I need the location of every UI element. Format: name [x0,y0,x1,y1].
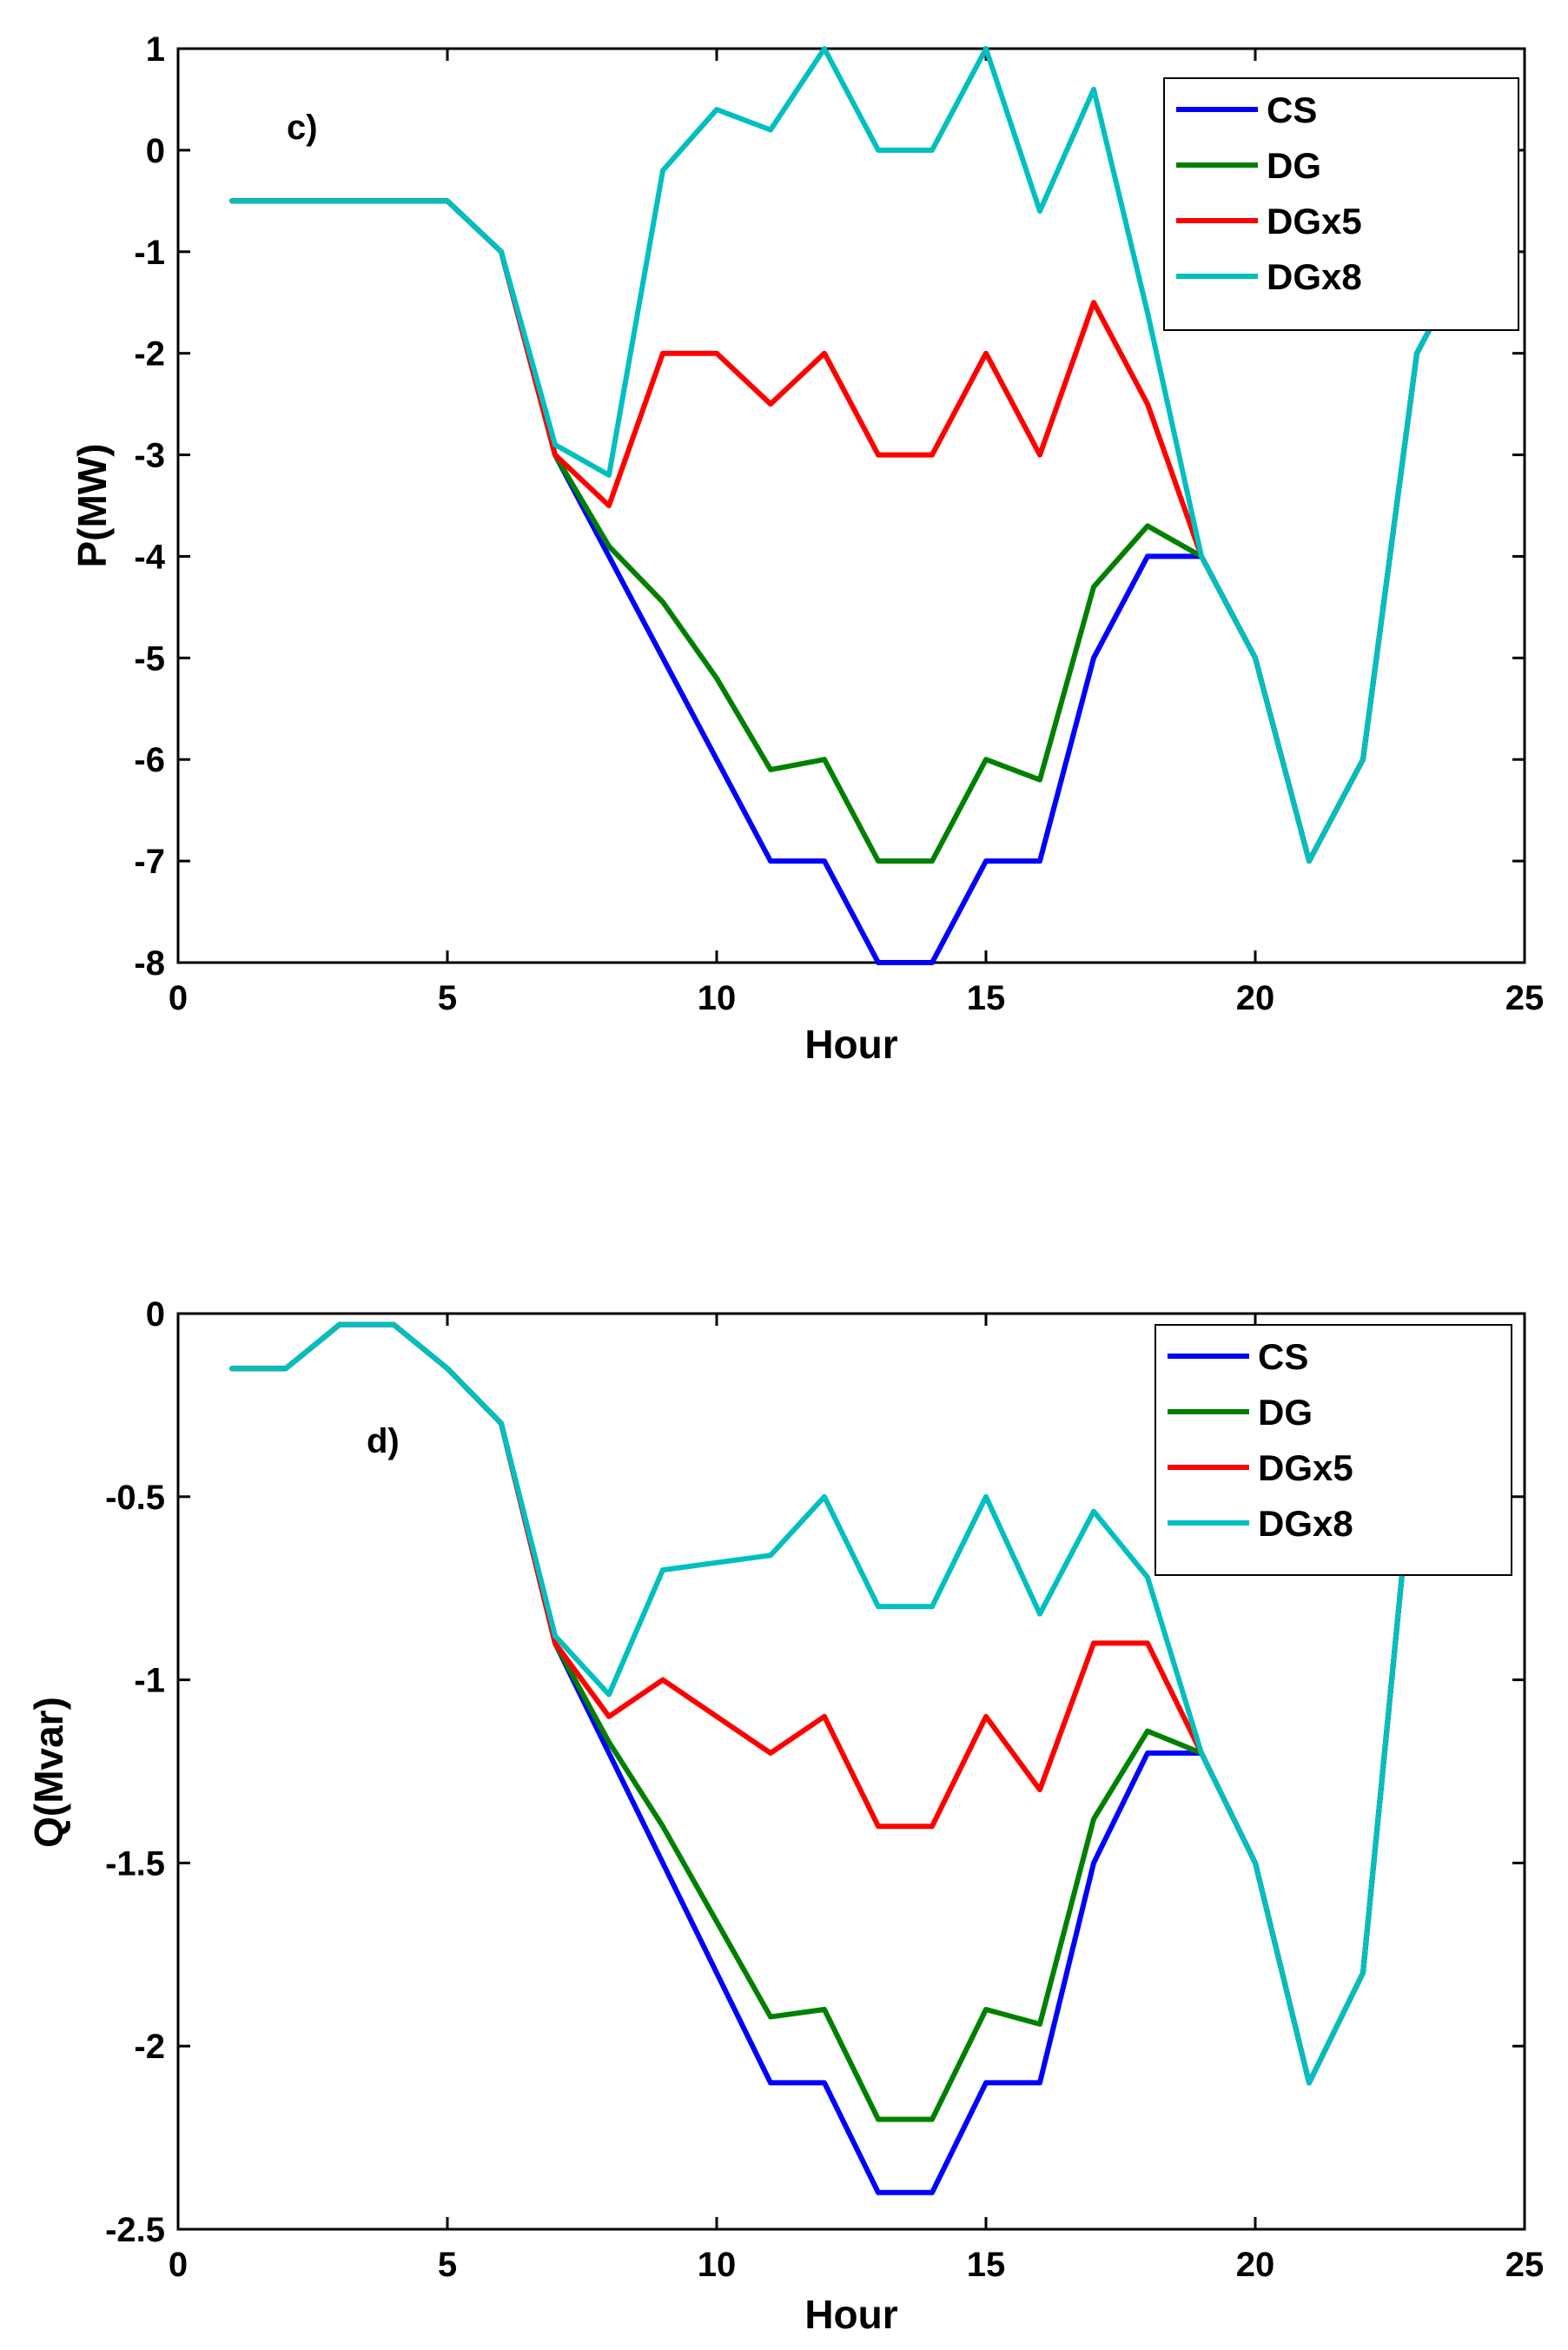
y-tick-label: -2 [134,2028,165,2066]
legend: CS DG DGx5 DGx8 [1163,77,1519,331]
x-tick-label: 10 [698,2246,737,2284]
series-lines [229,1321,1473,2195]
legend: CS DG DGx5 DGx8 [1154,1324,1512,1576]
x-tick-labels: 0 5 10 15 20 25 [169,979,1544,1017]
legend-label-cs: CS [1267,89,1317,130]
y-tick-label: -2.5 [105,2211,165,2249]
y-tick-label: -1 [134,234,165,272]
power-chart: 0 5 10 15 20 25 -8 -7 -6 -5 -4 -3 -2 -1 0 1 Hour P(MW)… [69,30,1544,1067]
legend-label-dgx5: DGx5 [1258,1447,1353,1488]
y-tick-labels: -2.5 -2 -1.5 -1 -0.5 0 [105,1295,165,2249]
y-tick-label: -8 [134,944,165,983]
x-tick-label: 15 [967,2246,1006,2284]
y-tick-label: -3 [134,437,165,475]
y-tick-label: -7 [134,843,165,881]
y-tick-label: 0 [146,1295,165,1334]
y-tick-label: -1 [134,1662,165,1700]
y-tick-label: -5 [134,639,165,678]
x-tick-label: 15 [967,979,1006,1017]
axis-ticks [176,1312,1526,2231]
legend-box [1154,1324,1512,1576]
y-tick-label: -0.5 [105,1479,165,1517]
x-tick-labels: 0 5 10 15 20 25 [169,2246,1544,2284]
legend-label-dgx8: DGx8 [1258,1503,1353,1544]
x-tick-label: 5 [438,2246,457,2284]
legend-label-dg: DG [1258,1392,1313,1433]
x-tick-label: 20 [1236,979,1275,1017]
panel-annotation: d) [367,1422,400,1460]
y-tick-labels: -8 -7 -6 -5 -4 -3 -2 -1 0 1 [134,30,165,983]
y-axis-label: P(MW) [69,443,115,567]
y-tick-label: -2 [134,335,165,374]
y-tick-label: -6 [134,741,165,779]
legend-box [1163,77,1519,331]
x-tick-label: 25 [1505,2246,1545,2284]
x-tick-label: 20 [1236,2246,1275,2284]
legend-label-dgx5: DGx5 [1267,201,1362,242]
series-line-dgx8 [229,1321,1473,2086]
axis-ticks [176,47,1526,964]
series-line-dgx8 [229,46,1473,864]
legend-label-cs: CS [1258,1336,1308,1377]
x-tick-label: 10 [698,979,737,1017]
y-tick-label: -1.5 [105,1844,165,1883]
x-tick-label: 5 [438,979,457,1017]
series-lines [229,46,1473,965]
panel-annotation: c) [287,109,318,147]
y-axis-label: Q(Mvar) [26,1697,71,1848]
x-tick-label: 0 [169,979,188,1017]
x-axis-label: Hour [804,1022,897,1067]
x-tick-label: 25 [1505,979,1545,1017]
y-tick-label: -4 [134,538,165,576]
x-axis-label: Hour [804,2292,897,2337]
y-tick-label: 1 [146,30,165,69]
legend-label-dg: DG [1267,145,1321,186]
y-tick-label: 0 [146,132,165,170]
reactive-power-chart: 0 5 10 15 20 25 -2.5 -2 -1.5 -1 -0.5 0 Hour Q(Mvar… [26,1295,1544,2337]
legend-label-dgx8: DGx8 [1267,256,1362,297]
x-tick-label: 0 [169,2246,188,2284]
